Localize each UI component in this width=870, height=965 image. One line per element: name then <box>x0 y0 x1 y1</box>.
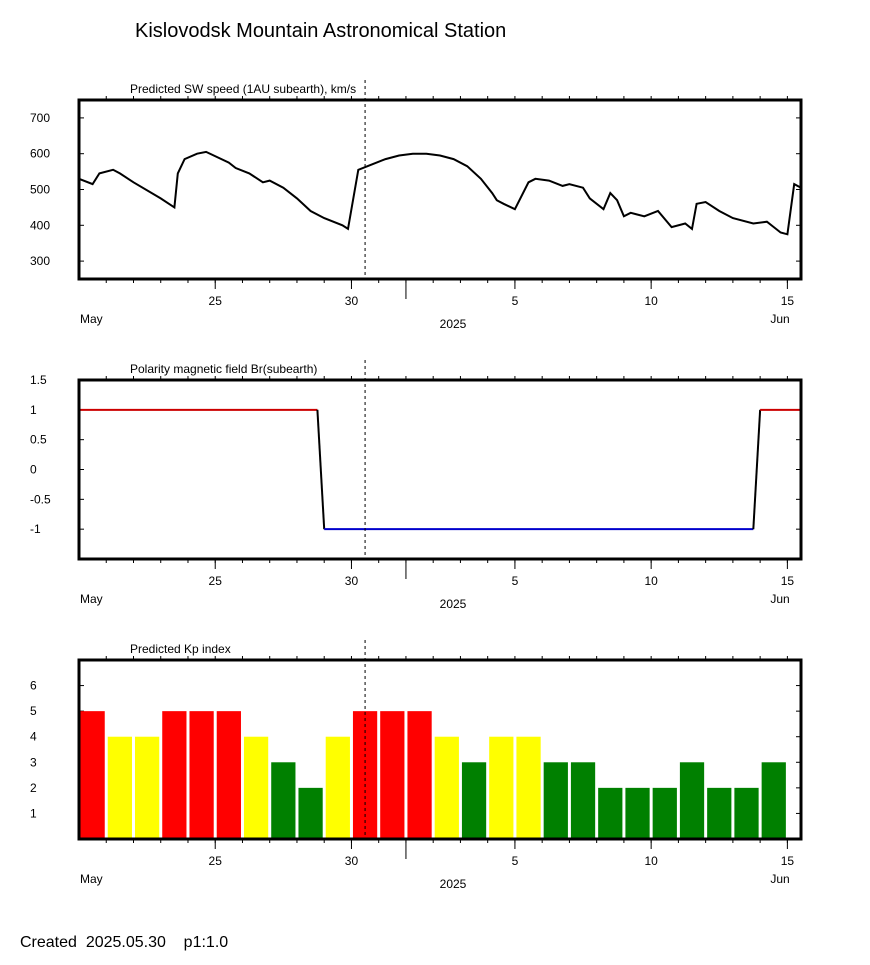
kp-bar <box>407 711 432 839</box>
panel-title: Predicted Kp index <box>130 642 231 656</box>
kp-bar <box>107 736 132 839</box>
month-label-start: May <box>80 872 103 886</box>
kp-bar <box>625 787 650 839</box>
x-tick-label: 25 <box>209 854 223 868</box>
y-tick-label: 400 <box>30 218 50 232</box>
x-tick-label: 5 <box>512 854 519 868</box>
plot-frame <box>77 98 803 281</box>
x-tick-label: 30 <box>345 294 359 308</box>
kp-bar <box>679 762 705 839</box>
y-tick-label: 600 <box>30 147 50 161</box>
panel-title: Predicted SW speed (1AU subearth), km/s <box>130 82 356 96</box>
x-tick-label: 5 <box>512 574 519 588</box>
x-tick-label: 30 <box>345 574 359 588</box>
kp-bar <box>80 711 105 839</box>
y-tick-label: 2 <box>30 781 37 795</box>
kp-bar <box>734 787 759 839</box>
x-tick-label: 10 <box>644 294 658 308</box>
kp-bar <box>189 711 214 839</box>
sw-speed-line <box>78 150 802 236</box>
kp-bar <box>489 736 514 839</box>
kp-bar <box>216 711 241 839</box>
kp-bar <box>325 736 350 839</box>
x-tick-label: 15 <box>781 854 795 868</box>
y-tick-label: 1 <box>30 806 37 820</box>
page-title: Kislovodsk Mountain Astronomical Station <box>135 20 507 42</box>
plot-frame <box>77 378 803 561</box>
x-tick-label: 15 <box>781 294 795 308</box>
kp-bar <box>570 762 596 839</box>
x-tick-label: 10 <box>644 574 658 588</box>
kp-bar <box>761 762 786 839</box>
kp-bar <box>380 711 405 839</box>
kp-bar <box>298 787 323 839</box>
kp-bar <box>707 787 732 839</box>
kp-bar <box>598 787 623 839</box>
polarity-segment <box>752 409 762 530</box>
x-tick-label: 30 <box>345 854 359 868</box>
x-axis-year: 2025 <box>440 317 467 331</box>
x-tick-label: 10 <box>644 854 658 868</box>
kp-bar <box>162 711 187 839</box>
month-label-start: May <box>80 312 103 326</box>
x-tick-label: 25 <box>209 294 223 308</box>
kp-bar <box>516 736 541 839</box>
x-tick-label: 5 <box>512 294 519 308</box>
y-tick-label: 3 <box>30 755 37 769</box>
y-tick-label: 1 <box>30 403 37 417</box>
month-label-start: May <box>80 592 103 606</box>
polarity-segment <box>316 409 326 530</box>
y-tick-label: 6 <box>30 679 37 693</box>
month-label-end: Jun <box>770 592 789 606</box>
x-axis-year: 2025 <box>440 877 467 891</box>
kp-bar <box>243 736 269 839</box>
y-tick-label: -0.5 <box>30 492 51 506</box>
kp-bar <box>461 762 487 839</box>
y-tick-label: 500 <box>30 183 50 197</box>
x-tick-label: 25 <box>209 574 223 588</box>
kp-bar <box>434 736 459 839</box>
plot-frame <box>77 658 803 841</box>
month-label-end: Jun <box>770 872 789 886</box>
created-footer: Created 2025.05.30 p1:1.0 <box>20 934 229 951</box>
x-tick-label: 15 <box>781 574 795 588</box>
y-tick-label: 1.5 <box>30 373 47 387</box>
kp-bar <box>652 787 677 839</box>
kp-bar <box>134 736 160 839</box>
kp-bar <box>271 762 296 839</box>
y-tick-label: 700 <box>30 111 50 125</box>
y-tick-label: 4 <box>30 730 37 744</box>
y-tick-label: -1 <box>30 522 41 536</box>
y-tick-label: 0.5 <box>30 433 47 447</box>
y-tick-label: 300 <box>30 254 50 268</box>
panel-title: Polarity magnetic field Br(subearth) <box>130 362 317 376</box>
x-axis-year: 2025 <box>440 597 467 611</box>
y-tick-label: 5 <box>30 704 37 718</box>
kp-bar <box>543 762 568 839</box>
y-tick-label: 0 <box>30 463 37 477</box>
month-label-end: Jun <box>770 312 789 326</box>
